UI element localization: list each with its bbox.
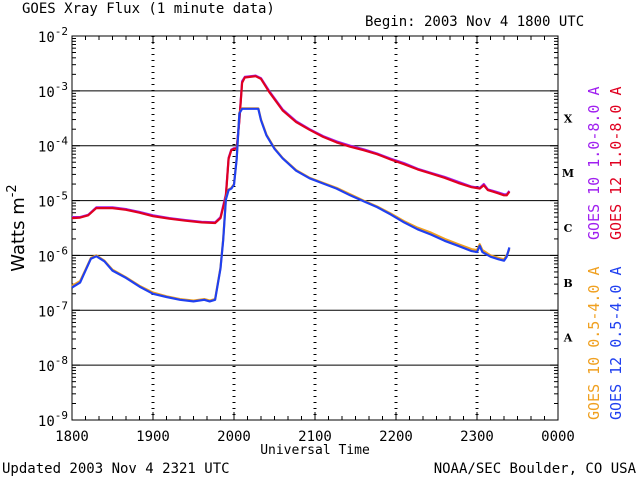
y-tick-label: 10-7 bbox=[38, 299, 68, 320]
series-line-3 bbox=[71, 107, 511, 303]
legend-goes12-short: GOES 12 0.5-4.0 A bbox=[607, 266, 625, 420]
x-tick-label: 2200 bbox=[379, 429, 413, 445]
begin-time-label: Begin: 2003 Nov 4 1800 UTC bbox=[365, 14, 585, 30]
flare-class-x: X bbox=[564, 112, 573, 125]
x-tick-label: 1800 bbox=[55, 429, 89, 445]
x-tick-label: 2000 bbox=[217, 429, 251, 445]
y-tick-label: 10-5 bbox=[38, 190, 68, 211]
flare-class-b: B bbox=[563, 277, 572, 290]
x-axis-title: Universal Time bbox=[260, 443, 370, 458]
x-tick-label: 1900 bbox=[136, 429, 170, 445]
x-tick-label: 2100 bbox=[298, 429, 332, 445]
credit-label: NOAA/SEC Boulder, CO USA bbox=[433, 461, 636, 477]
legend-goes10-short: GOES 10 0.5-4.0 A bbox=[585, 266, 603, 420]
flare-class-a: A bbox=[563, 332, 573, 345]
flare-class-c: C bbox=[564, 222, 573, 235]
y-tick-label: 10-9 bbox=[38, 409, 68, 430]
y-tick-label: 10-8 bbox=[38, 354, 68, 375]
series-line-2 bbox=[71, 107, 511, 302]
flare-class-m: M bbox=[562, 167, 574, 180]
updated-timestamp: Updated 2003 Nov 4 2321 UTC bbox=[2, 461, 230, 477]
legend-goes10-long: GOES 10 1.0-8.0 A bbox=[585, 86, 603, 240]
y-axis-title: Watts m-2 bbox=[5, 184, 29, 271]
x-tick-label: 2300 bbox=[460, 429, 494, 445]
series-line-1 bbox=[71, 75, 511, 225]
y-tick-label: 10-6 bbox=[38, 244, 68, 265]
chart-title: GOES Xray Flux (1 minute data) bbox=[22, 1, 275, 17]
y-tick-label: 10-4 bbox=[38, 135, 68, 156]
y-tick-label: 10-2 bbox=[38, 25, 68, 46]
legend-goes12-long: GOES 12 1.0-8.0 A bbox=[607, 86, 625, 240]
y-tick-label: 10-3 bbox=[38, 80, 68, 101]
x-tick-label: 0000 bbox=[541, 429, 575, 445]
